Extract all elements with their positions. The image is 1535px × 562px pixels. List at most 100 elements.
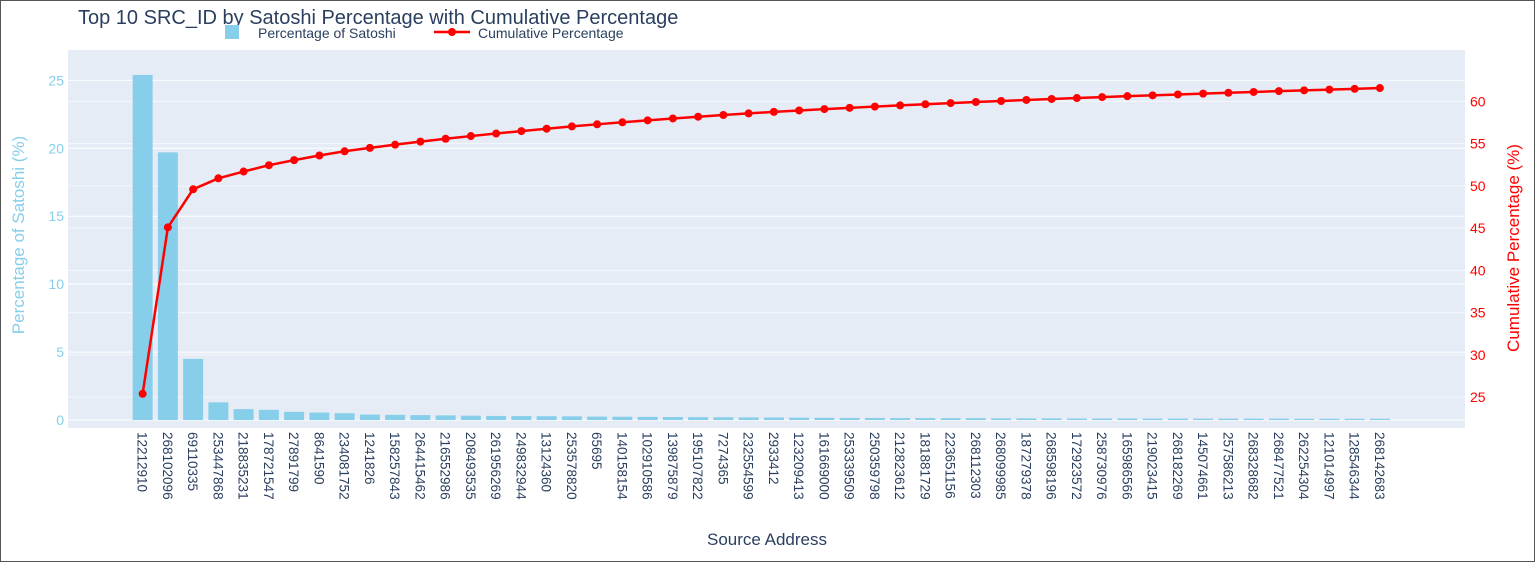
cumulative-point [239, 167, 248, 176]
bar [864, 417, 885, 420]
cumulative-point [340, 147, 349, 156]
cumulative-point [214, 174, 223, 183]
bar [789, 417, 810, 420]
x-tick-label: 178721547 [261, 432, 276, 500]
x-tick-label: 253339509 [842, 432, 857, 500]
cumulative-point [719, 111, 728, 120]
bar [1016, 418, 1037, 420]
cumulative-point [845, 103, 854, 112]
y-right-tick-label: 25 [1470, 389, 1486, 405]
cumulative-point [643, 116, 652, 125]
bar [1142, 418, 1163, 420]
bar [890, 418, 911, 420]
x-tick-label: 261956269 [488, 432, 503, 500]
cumulative-point [921, 100, 930, 109]
x-tick-label: 268112303 [968, 432, 983, 499]
bar [208, 402, 229, 420]
x-tick-label: 249832944 [513, 432, 528, 500]
y-left-axis: 0 5 10 15 20 25 [48, 72, 64, 428]
cumulative-line-series [138, 84, 1384, 398]
x-axis-ticks: 12212910 268102096 69110335 253447868 218835… [135, 432, 1387, 500]
legend[interactable]: Percentage of Satoshi Cumulative Percent… [225, 25, 624, 41]
y-right-tick-label: 40 [1470, 262, 1486, 278]
plot-area [68, 50, 1465, 428]
x-tick-label: 218835231 [236, 432, 251, 500]
cumulative-point [870, 102, 879, 111]
x-tick-label: 12212910 [135, 432, 150, 492]
cumulative-point [896, 101, 905, 110]
bar [612, 416, 633, 420]
cumulative-point [315, 151, 324, 160]
cumulative-point [1199, 89, 1208, 98]
chart-title: Top 10 SRC_ID by Satoshi Percentage with… [78, 7, 678, 29]
x-tick-label: 219023415 [1145, 432, 1160, 500]
cumulative-point [365, 143, 374, 152]
x-tick-label: 187279378 [1018, 432, 1033, 500]
bar [1268, 418, 1289, 420]
x-tick-label: 212823612 [892, 432, 907, 500]
x-tick-label: 250359798 [867, 432, 882, 500]
bar [1319, 418, 1340, 420]
cumulative-point [264, 161, 273, 170]
cumulative-point [567, 122, 576, 131]
x-tick-label: 165986566 [1119, 432, 1134, 500]
bar [713, 417, 734, 420]
bar [1167, 418, 1188, 420]
x-tick-label: 2933412 [766, 432, 781, 485]
cumulative-point [795, 106, 804, 115]
bar [965, 418, 986, 420]
y-right-tick-label: 30 [1470, 347, 1486, 363]
bar [284, 411, 305, 420]
x-tick-label: 258730976 [1094, 432, 1109, 500]
bar [1117, 418, 1138, 420]
cumulative-point [290, 156, 299, 165]
bar [385, 414, 406, 420]
y-right-tick-label: 45 [1470, 220, 1486, 236]
bar [435, 415, 456, 420]
bar [309, 412, 330, 420]
cumulative-point [517, 127, 526, 136]
bar [991, 418, 1012, 420]
bar [258, 409, 279, 420]
bar [1243, 418, 1264, 420]
cumulative-point [1300, 86, 1309, 95]
cumulative-point [1022, 95, 1031, 104]
x-tick-label: 172923572 [1069, 432, 1084, 500]
cumulative-point [1047, 94, 1056, 103]
bar [334, 413, 355, 420]
x-tick-label: 268099985 [993, 432, 1008, 500]
legend-bar-label: Percentage of Satoshi [258, 25, 396, 41]
bar [233, 409, 254, 420]
bar [1218, 418, 1239, 420]
y-right-axis: 25 30 35 40 45 50 55 60 [1470, 93, 1486, 405]
x-tick-label: 7274365 [715, 432, 730, 485]
bar [1369, 418, 1390, 420]
y-left-tick-label: 25 [48, 72, 64, 88]
legend-bar-swatch [225, 25, 239, 39]
cumulative-point [441, 134, 450, 143]
cumulative-point [971, 98, 980, 106]
x-tick-label: 8641590 [311, 432, 326, 485]
x-tick-label: 216552986 [438, 432, 453, 500]
bar [814, 417, 835, 420]
x-tick-label: 161669000 [816, 432, 831, 500]
y-left-tick-label: 10 [48, 276, 64, 292]
x-tick-label: 139875879 [665, 432, 680, 500]
x-tick-label: 1241826 [362, 432, 377, 485]
cumulative-point [769, 107, 778, 116]
x-tick-label: 181881729 [917, 432, 932, 500]
bar [1092, 418, 1113, 420]
cumulative-point [1375, 84, 1384, 93]
bar [561, 416, 582, 420]
cumulative-point [189, 185, 198, 194]
x-tick-label: 262254304 [1296, 432, 1311, 500]
x-tick-label: 27891799 [286, 432, 301, 492]
bar [839, 417, 860, 420]
y-left-tick-label: 0 [56, 412, 64, 428]
x-tick-label: 102910586 [640, 432, 655, 500]
bar [183, 358, 204, 420]
bar [1066, 418, 1087, 420]
x-tick-label: 123209413 [791, 432, 806, 500]
x-tick-label: 268142683 [1372, 432, 1387, 500]
